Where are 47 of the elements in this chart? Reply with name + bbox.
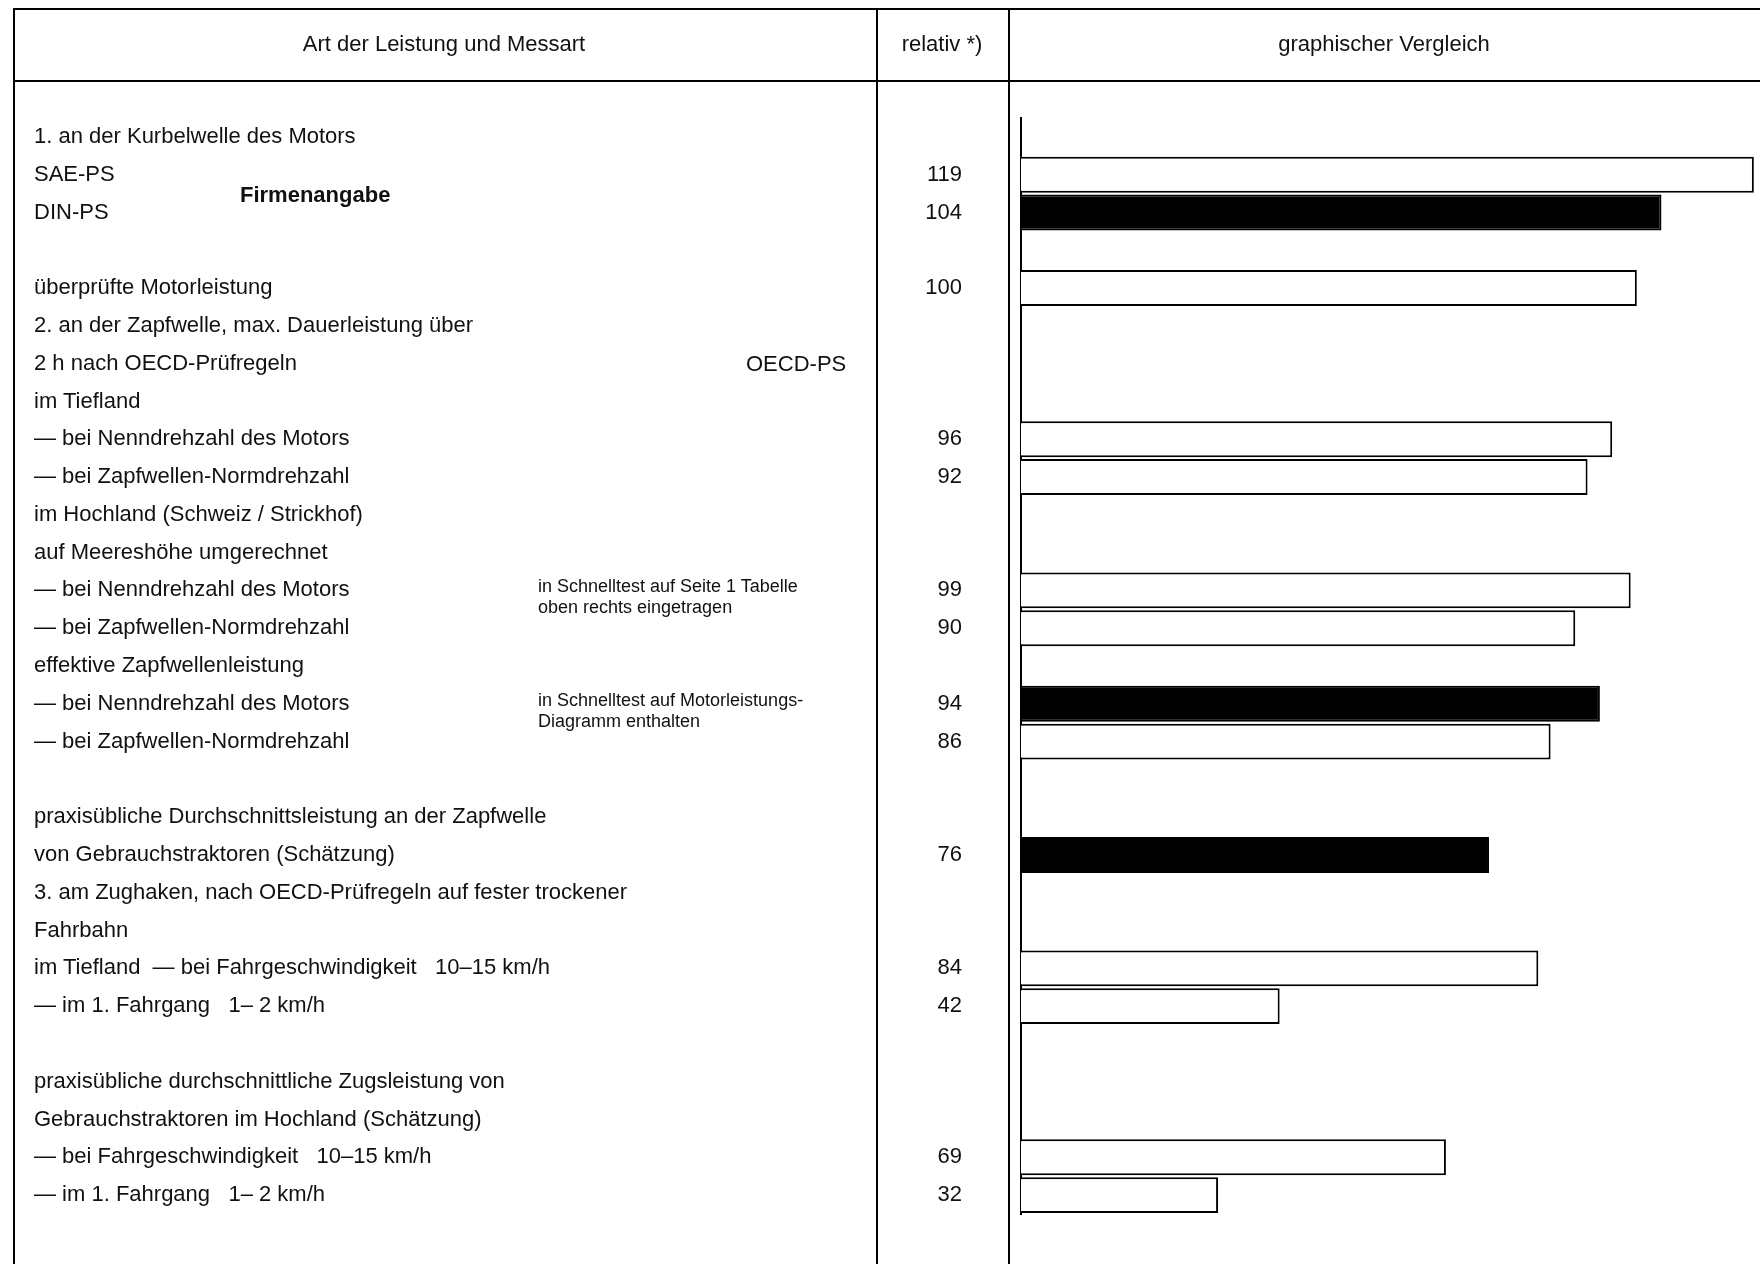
y-tick-label: — bei Nenndrehzahl des Motors	[34, 689, 350, 715]
text: in Schnelltest auf Motorleistungs-Diagramm enthalten	[538, 689, 805, 732]
data-label: 86	[937, 727, 962, 753]
y-tick-label: überprüfte Motorleistung	[34, 274, 273, 300]
data-label: 69	[937, 1143, 962, 1169]
y-tick-label: — bei Zapfwellen-Normdrehzahl	[34, 463, 350, 489]
text: relativ *)	[901, 31, 983, 57]
text: graphischer Vergleich	[1278, 31, 1490, 57]
y-tick-label: — im 1. Fahrgang 1– 2 km/h	[34, 992, 326, 1018]
data-label: 90	[937, 614, 962, 640]
y-tick-label: Gebrauchstraktoren im Hochland (Schätzung)	[34, 1105, 482, 1131]
y-tick-label: 3. am Zughaken, nach OECD-Prüfregeln auf fester trockener	[34, 878, 628, 904]
y-tick-label: praxisübliche Durchschnittsleistung an der Zapfwelle	[34, 803, 547, 829]
y-tick-label: effektive Zapfwellenleistung	[34, 652, 304, 678]
y-tick-label: im Hochland (Schweiz / Strickhof)	[34, 500, 363, 526]
y-tick-label: Fahrbahn	[34, 916, 129, 942]
y-tick-label: — bei Zapfwellen-Normdrehzahl	[34, 727, 350, 753]
y-tick-label: SAE-PS	[34, 160, 115, 186]
y-tick-label: — im 1. Fahrgang 1– 2 km/h	[34, 1181, 326, 1207]
text: in Schnelltest auf Seite 1 Tabelle oben rechts eingetragen	[538, 576, 799, 619]
text: OECD-PS	[746, 350, 847, 377]
data-label: 42	[937, 992, 962, 1018]
y-tick-label: — bei Fahrgeschwindigkeit 10–15 km/h	[34, 1143, 432, 1169]
data-label: 104	[925, 198, 962, 224]
data-label: 32	[937, 1181, 962, 1207]
text: Art der Leistung und Messart	[302, 31, 586, 57]
data-label: 76	[937, 841, 962, 867]
data-label: 84	[937, 954, 962, 980]
y-tick-label: 1. an der Kurbelwelle des Motors	[34, 122, 356, 148]
y-tick-label: 2 h nach OECD-Prüfregeln	[34, 349, 297, 375]
y-tick-label: — bei Nenndrehzahl des Motors	[34, 576, 350, 602]
data-label: 119	[926, 160, 962, 186]
y-tick-label: DIN-PS	[34, 198, 109, 224]
y-tick-label: im Tiefland — bei Fahrgeschwindigkeit 10–15 km/h	[34, 954, 551, 980]
y-tick-label: — bei Nenndrehzahl des Motors	[34, 425, 350, 451]
data-label: 94	[937, 689, 962, 715]
y-tick-label: auf Meereshöhe umgerechnet	[34, 538, 328, 564]
y-tick-label: praxisübliche durchschnittliche Zugsleistung von	[34, 1067, 505, 1093]
y-tick-label: 2. an der Zapfwelle, max. Dauerleistung über	[34, 311, 474, 337]
data-label: 99	[937, 576, 962, 602]
y-tick-label: von Gebrauchstraktoren (Schätzung)	[34, 841, 395, 867]
data-label: 92	[937, 463, 962, 489]
y-tick-label: im Tiefland	[34, 387, 141, 413]
data-label: 96	[937, 425, 962, 451]
y-tick-label: — bei Zapfwellen-Normdrehzahl	[34, 614, 350, 640]
data-label: 100	[925, 274, 962, 300]
text: Firmenangabe	[240, 181, 391, 208]
